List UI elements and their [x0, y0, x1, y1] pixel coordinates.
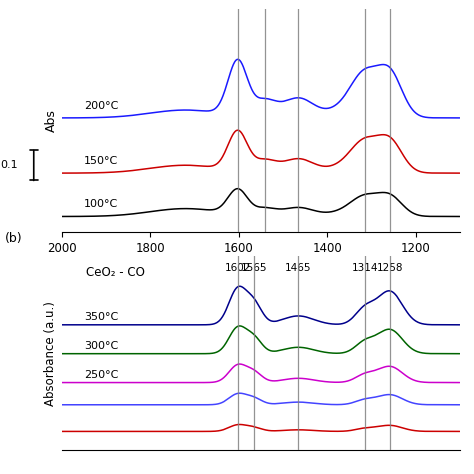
Text: 100°C: 100°C: [84, 200, 118, 210]
Text: (b): (b): [5, 232, 22, 245]
Text: 1314: 1314: [352, 263, 378, 273]
Y-axis label: Abs: Abs: [45, 109, 57, 132]
X-axis label: Wavenumber (cm$^{-1}$): Wavenumber (cm$^{-1}$): [195, 259, 326, 277]
Text: 1602: 1602: [225, 263, 251, 273]
Text: CeO₂ - CO: CeO₂ - CO: [85, 265, 145, 279]
Text: 350°C: 350°C: [84, 312, 118, 322]
Text: 300°C: 300°C: [84, 341, 118, 351]
Text: 1565: 1565: [241, 263, 267, 273]
Text: 1465: 1465: [285, 263, 311, 273]
Text: 200°C: 200°C: [84, 101, 118, 111]
Text: 150°C: 150°C: [84, 156, 118, 166]
Text: 1258: 1258: [377, 263, 403, 273]
Y-axis label: Absorbance (a.u.): Absorbance (a.u.): [45, 301, 57, 406]
Text: 0.1: 0.1: [0, 160, 18, 171]
Text: 250°C: 250°C: [84, 370, 118, 380]
